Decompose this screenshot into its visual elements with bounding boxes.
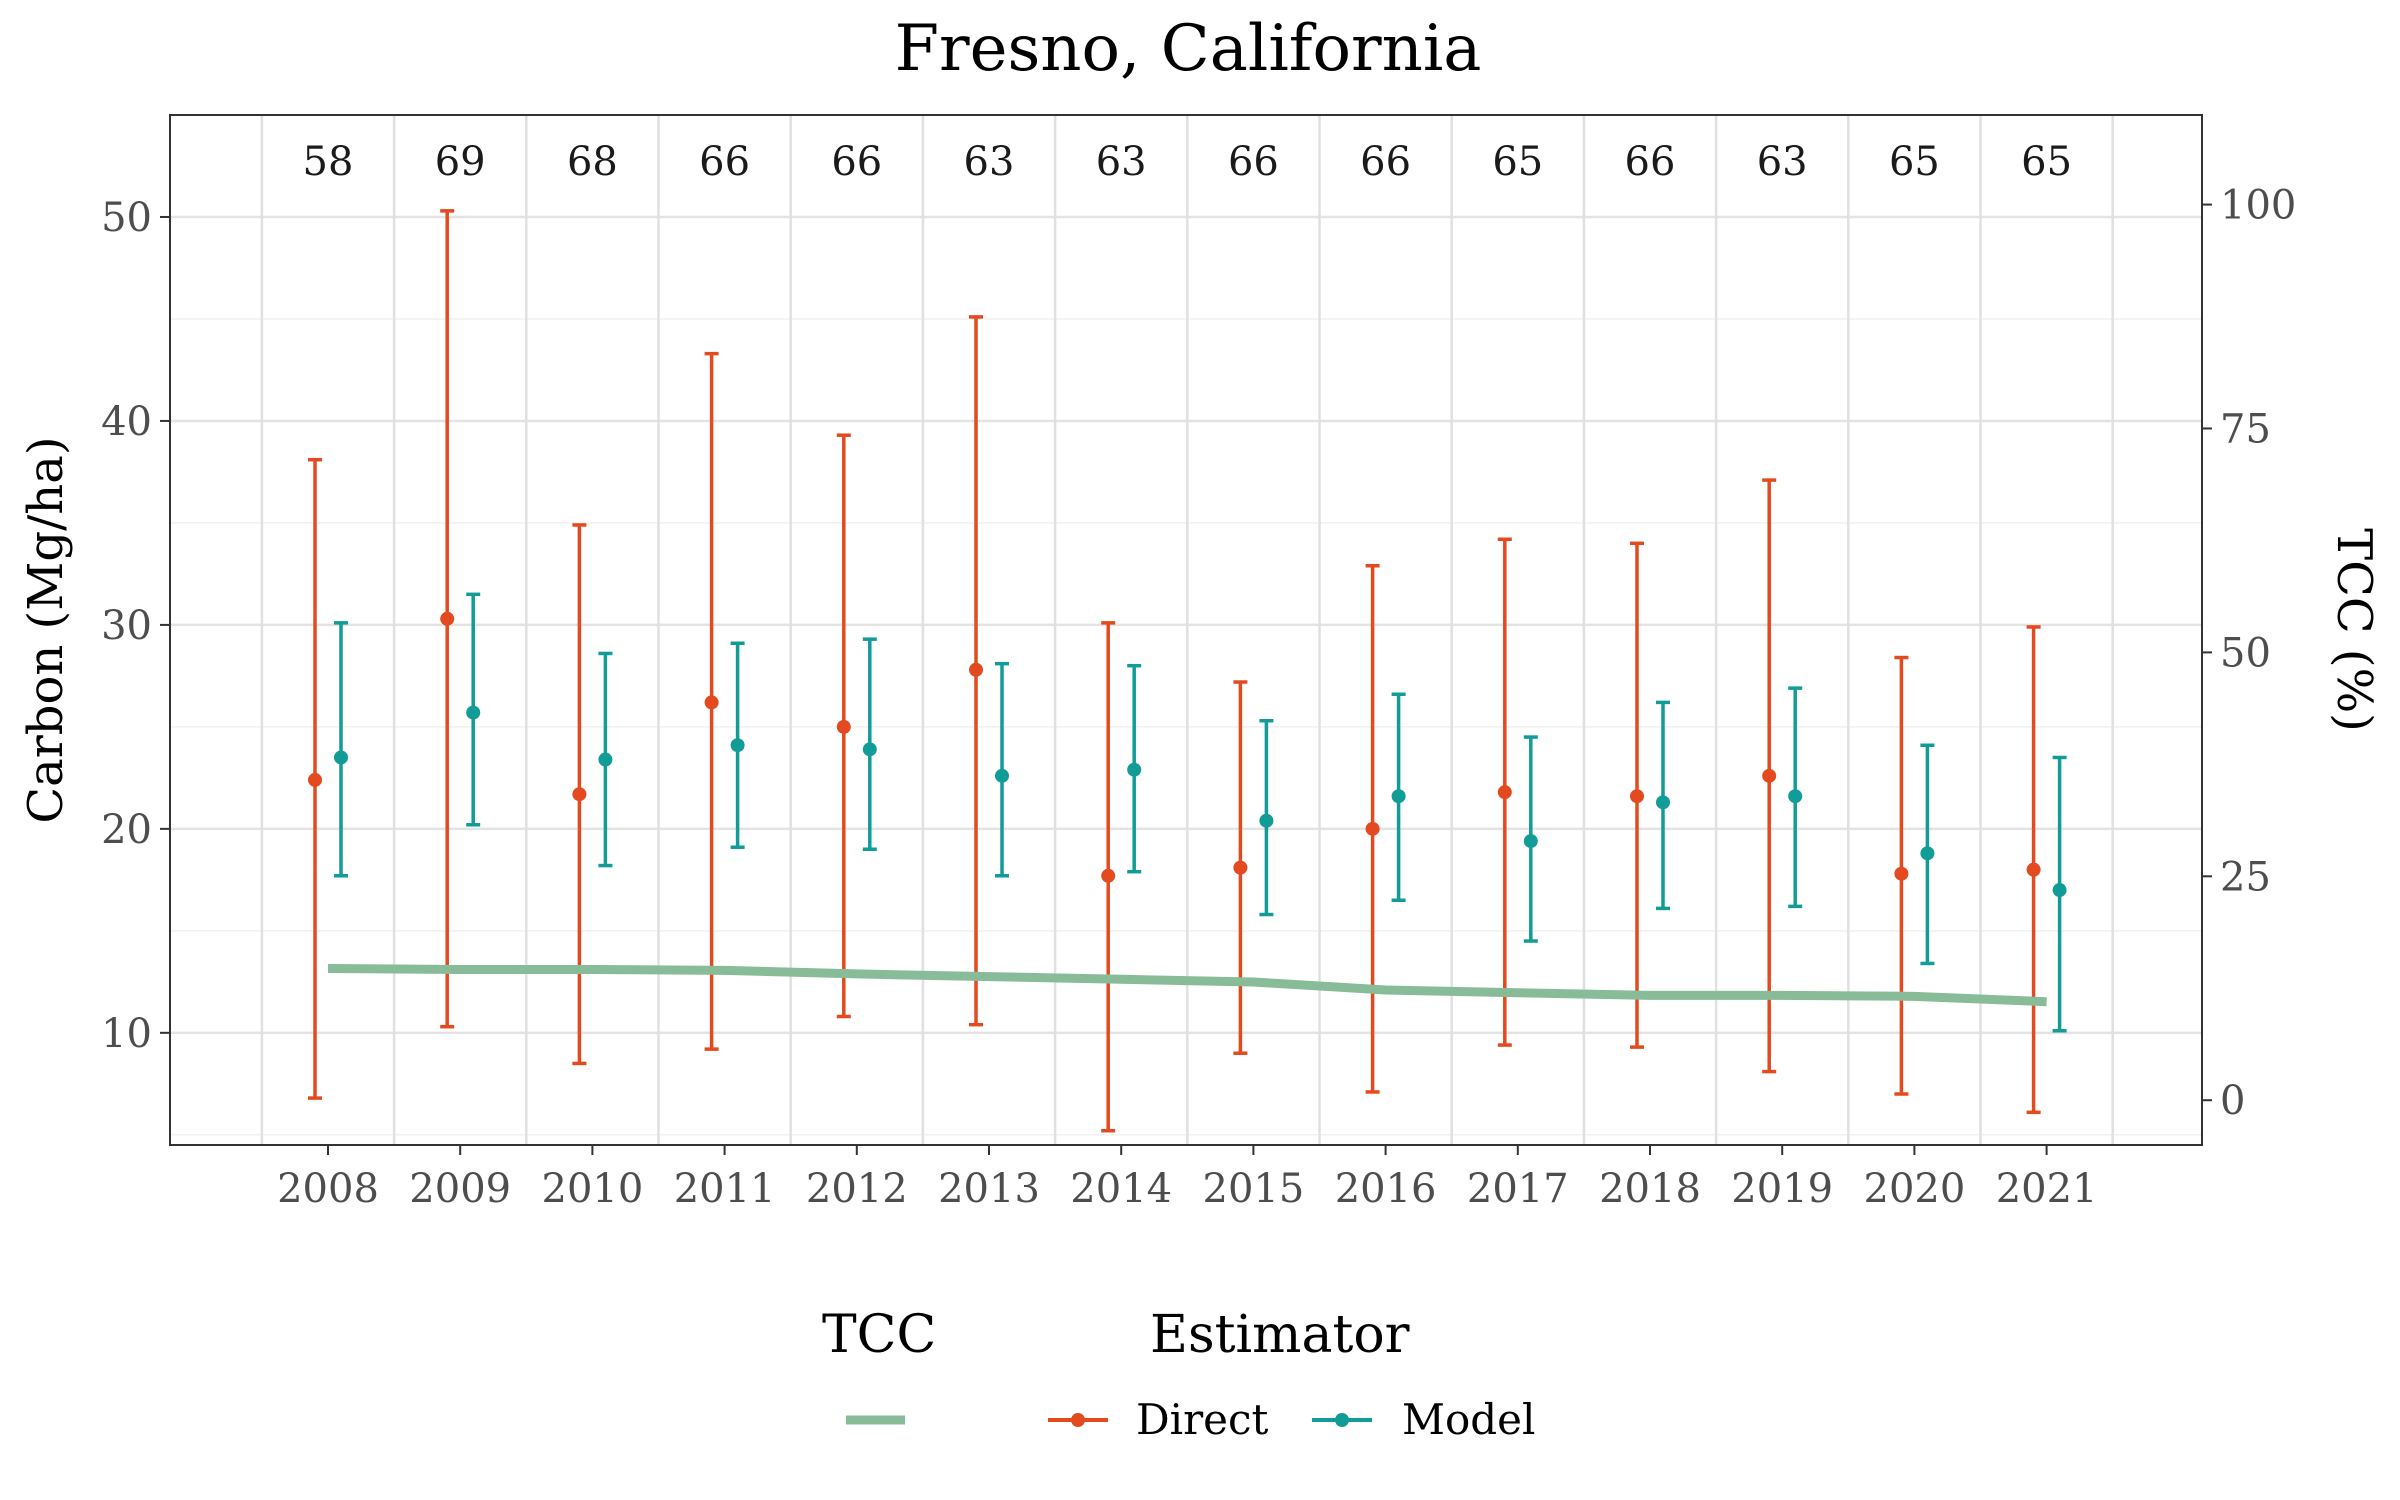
sample-count-label: 58 — [303, 139, 354, 185]
y2-tick-label: 50 — [2220, 630, 2271, 676]
legend: TCC Estimator Direct Model — [822, 1305, 1535, 1444]
model-point — [466, 705, 481, 720]
x-tick-label: 2012 — [806, 1166, 908, 1212]
direct-point — [1762, 768, 1777, 783]
legend-estimator-title: Estimator — [1150, 1305, 1410, 1365]
model-point — [598, 752, 613, 767]
sample-count-label: 65 — [1889, 139, 1940, 185]
x-tick-label: 2013 — [938, 1166, 1040, 1212]
model-point — [2052, 883, 2067, 898]
y2-axis-title: TCC (%) — [2326, 528, 2382, 732]
direct-point — [836, 719, 851, 734]
model-point — [1656, 795, 1670, 810]
legend-tcc-title: TCC — [822, 1305, 936, 1365]
model-point — [1788, 789, 1803, 804]
direct-point — [1497, 785, 1512, 800]
sample-count-label: 68 — [567, 139, 618, 185]
model-point — [1127, 762, 1142, 777]
sample-count-label: 63 — [1757, 139, 1808, 185]
direct-point — [704, 695, 719, 710]
legend-direct-label: Direct — [1136, 1395, 1269, 1444]
x-tick-label: 2016 — [1335, 1166, 1437, 1212]
x-tick-label: 2018 — [1599, 1166, 1701, 1212]
x-tick-label: 2008 — [277, 1166, 379, 1212]
legend-direct-key-point — [1071, 1413, 1085, 1427]
model-point — [1259, 813, 1274, 828]
model-point — [1920, 846, 1935, 861]
x-tick-label: 2010 — [542, 1166, 644, 1212]
y2-tick-label: 0 — [2220, 1078, 2245, 1124]
y-axis-title: Carbon (Mg/ha) — [18, 436, 74, 823]
x-tick-label: 2017 — [1467, 1166, 1569, 1212]
sample-count-label: 65 — [2021, 139, 2072, 185]
y-tick-label: 40 — [101, 399, 152, 445]
y-tick-label: 10 — [101, 1011, 152, 1057]
model-point — [334, 750, 348, 765]
direct-point — [969, 662, 983, 677]
direct-point — [572, 787, 587, 802]
direct-point — [1233, 860, 1248, 875]
chart-title: Fresno, California — [895, 12, 1482, 86]
direct-point — [440, 611, 455, 626]
x-tick-label: 2015 — [1203, 1166, 1305, 1212]
sample-count-label: 66 — [1625, 139, 1676, 185]
legend-model-label: Model — [1402, 1395, 1535, 1444]
x-tick-label: 2009 — [409, 1166, 511, 1212]
data-layer: 58 69 68 66 66 63 63 66 66 65 66 63 65 65 — [303, 139, 2072, 1133]
sample-count-label: 63 — [964, 139, 1015, 185]
direct-point — [2026, 862, 2041, 877]
sample-count-label: 66 — [1360, 139, 1411, 185]
model-point — [730, 738, 745, 753]
direct-point — [1101, 868, 1116, 883]
x-tick-label: 2020 — [1864, 1166, 1966, 1212]
sample-count-label: 69 — [435, 139, 486, 185]
direct-point — [1365, 821, 1380, 836]
model-point — [1523, 834, 1538, 849]
x-tick-label: 2021 — [1996, 1166, 2098, 1212]
sample-count-label: 63 — [1096, 139, 1147, 185]
direct-point — [1630, 789, 1644, 804]
y2-tick-label: 75 — [2220, 406, 2271, 452]
sample-count-label: 66 — [831, 139, 882, 185]
legend-model-key-point — [1335, 1413, 1349, 1427]
model-point — [1391, 789, 1406, 804]
y-tick-label: 30 — [101, 603, 152, 649]
y-tick-label: 20 — [101, 807, 152, 853]
model-point — [995, 768, 1009, 783]
sample-count-label: 66 — [699, 139, 750, 185]
axes: 10 20 30 40 50 0 25 50 75 100 2008 2009 2010 2011 2012… — [101, 183, 2296, 1212]
plot-panel-border — [169, 114, 2203, 1146]
x-tick-label: 2011 — [674, 1166, 776, 1212]
direct-point — [1894, 866, 1909, 881]
sample-count-label: 66 — [1228, 139, 1279, 185]
tcc-line — [327, 964, 2047, 1007]
model-point — [862, 742, 877, 757]
x-tick-label: 2014 — [1070, 1166, 1172, 1212]
direct-point — [308, 772, 322, 787]
x-tick-label: 2019 — [1731, 1166, 1833, 1212]
y2-tick-label: 100 — [2220, 183, 2296, 229]
y-tick-label: 50 — [101, 195, 152, 241]
sample-count-label: 65 — [1492, 139, 1543, 185]
y2-tick-label: 25 — [2220, 854, 2271, 900]
